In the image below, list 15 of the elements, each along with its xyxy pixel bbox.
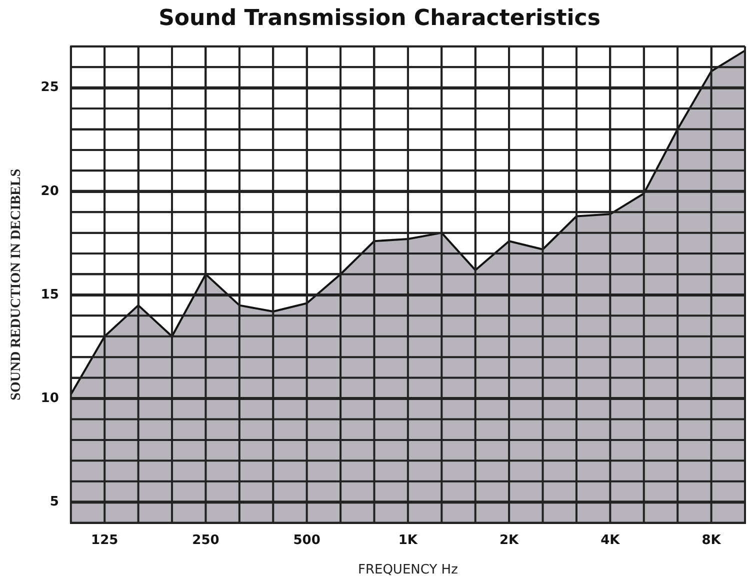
y-axis-title: SOUND REDUCTION IN DECIBELS xyxy=(9,168,24,400)
x-axis-title: FREQUENCY Hz xyxy=(358,562,458,578)
x-tick-label: 2K xyxy=(500,532,520,548)
y-tick-label: 10 xyxy=(40,390,59,406)
x-tick-label: 250 xyxy=(192,532,220,548)
y-tick-label: 25 xyxy=(40,80,59,96)
x-tick-label: 1K xyxy=(398,532,418,548)
x-tick-label: 8K xyxy=(702,532,722,548)
x-tick-label: 4K xyxy=(600,532,621,548)
chart-title: Sound Transmission Characteristics xyxy=(158,6,600,31)
y-tick-label: 20 xyxy=(40,184,59,199)
y-tick-label: 5 xyxy=(50,494,59,510)
x-tick-label: 500 xyxy=(293,532,320,548)
x-tick-label: 125 xyxy=(91,532,118,548)
y-tick-label: 15 xyxy=(40,287,59,302)
